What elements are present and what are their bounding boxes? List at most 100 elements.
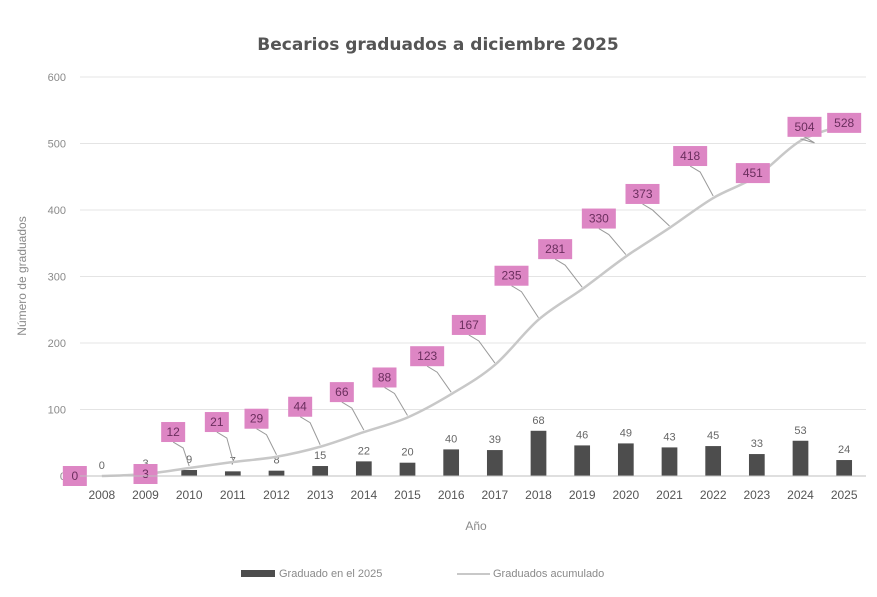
cumulative-label-box	[494, 265, 529, 286]
cumulative-data-label: 235	[501, 269, 521, 283]
bar-data-label: 33	[751, 438, 763, 450]
x-tick-label: 2023	[743, 488, 770, 502]
callout-leader	[598, 228, 627, 255]
x-tick-label: 2009	[132, 488, 159, 502]
cumulative-data-label: 504	[794, 120, 814, 134]
cumulative-data-label: 88	[378, 370, 392, 384]
legend-line-label: Graduados acumulado	[493, 568, 604, 580]
bar-data-label: 9	[186, 454, 192, 466]
bar	[399, 462, 416, 476]
legend: Graduado en el 2025 Graduados acumulado	[241, 568, 604, 580]
callout-leader	[299, 416, 321, 445]
gridlines	[80, 76, 866, 410]
cumulative-data-label: 330	[589, 212, 609, 226]
y-tick-label: 300	[48, 272, 66, 284]
x-tick-label: 2025	[831, 488, 858, 502]
bar	[268, 470, 285, 476]
y-axis-label: Número de graduados	[15, 216, 29, 335]
x-tick-label: 2014	[350, 488, 377, 502]
bar	[705, 446, 722, 476]
cumulative-label-box	[204, 412, 229, 433]
x-axis: 2008 2009 2010 2011 2012 2013 2014 2015 2016 2017…	[80, 475, 866, 502]
cumulative-label-box	[673, 146, 708, 167]
cumulative-line	[101, 123, 845, 478]
callout-leader	[216, 431, 234, 461]
bar-data-label: 0	[99, 460, 105, 472]
bar-series: 0397815222040396846494345335324	[99, 415, 853, 476]
callout-leader	[172, 441, 190, 467]
cumulative-data-label: 0	[71, 469, 78, 483]
cumulative-label-box	[62, 466, 87, 486]
callout-leader	[642, 203, 670, 227]
bar-data-label: 22	[358, 445, 370, 457]
cumulative-data-label: 167	[459, 318, 479, 332]
callout-leader	[511, 285, 539, 318]
cumulative-label-box	[827, 112, 862, 133]
bar-data-label: 40	[445, 433, 457, 445]
y-tick-label: 100	[48, 405, 66, 417]
cumulative-label-box	[538, 239, 573, 260]
bar-data-label: 20	[401, 447, 413, 459]
cumulative-data-label: 12	[166, 425, 180, 439]
callout-leader	[256, 428, 277, 455]
bar	[486, 450, 503, 476]
bar	[748, 454, 765, 476]
callout-leader	[384, 387, 408, 416]
bar	[530, 430, 547, 476]
bar	[443, 449, 460, 476]
cumulative-data-label: 373	[632, 187, 652, 201]
x-axis-label: Año	[465, 519, 487, 533]
x-tick-label: 2011	[220, 488, 246, 502]
bar	[224, 471, 241, 476]
x-tick-label: 2019	[569, 488, 596, 502]
cumulative-data-label: 3	[142, 467, 149, 481]
cumulative-label-box	[625, 183, 660, 204]
cumulative-data-label: 21	[210, 415, 224, 429]
x-tick-label: 2016	[438, 488, 465, 502]
cumulative-label-box	[735, 163, 770, 184]
bar	[574, 445, 591, 476]
cumulative-label-box	[288, 396, 313, 417]
x-tick-label: 2010	[176, 488, 203, 502]
bar	[661, 447, 678, 476]
cumulative-label-box	[133, 464, 158, 485]
bar-data-label: 49	[620, 427, 632, 439]
cumulative-label-box	[244, 408, 269, 429]
x-tick-label: 2008	[88, 488, 115, 502]
cumulative-data-label: 451	[743, 166, 763, 180]
cumulative-data-label: 44	[293, 400, 307, 414]
legend-bar-label: Graduado en el 2025	[279, 568, 382, 580]
cumulative-data-label: 66	[335, 385, 349, 399]
x-tick-label: 2015	[394, 488, 421, 502]
bar-data-label: 15	[314, 450, 326, 462]
legend-bar-swatch	[241, 570, 275, 577]
x-tick-label: 2021	[656, 488, 683, 502]
cumulative-label-box	[410, 346, 445, 367]
cumulative-label-box	[329, 382, 354, 403]
callout-leader	[554, 258, 583, 288]
cumulative-label-box	[451, 314, 486, 335]
cumulative-label-box	[161, 422, 186, 443]
x-tick-label: 2020	[612, 488, 639, 502]
cumulative-label-box	[787, 116, 822, 137]
bar-data-label: 68	[532, 415, 544, 427]
cumulative-data-label: 281	[545, 242, 565, 256]
x-tick-label: 2024	[787, 488, 814, 502]
x-tick-label: 2018	[525, 488, 552, 502]
y-tick-label: 600	[48, 72, 66, 84]
x-tick-label: 2012	[263, 488, 290, 502]
bar-data-label: 46	[576, 429, 588, 441]
cumulative-data-label: 29	[250, 412, 264, 426]
x-tick-label: 2017	[481, 488, 508, 502]
callout-leader	[341, 401, 365, 431]
callout-leader	[468, 334, 496, 364]
cumulative-data-label: 528	[834, 116, 854, 130]
bar	[312, 466, 329, 476]
bar	[181, 470, 198, 476]
cumulative-label-box	[581, 208, 616, 229]
bar-data-label: 24	[838, 444, 850, 456]
cumulative-label-box	[372, 367, 397, 388]
